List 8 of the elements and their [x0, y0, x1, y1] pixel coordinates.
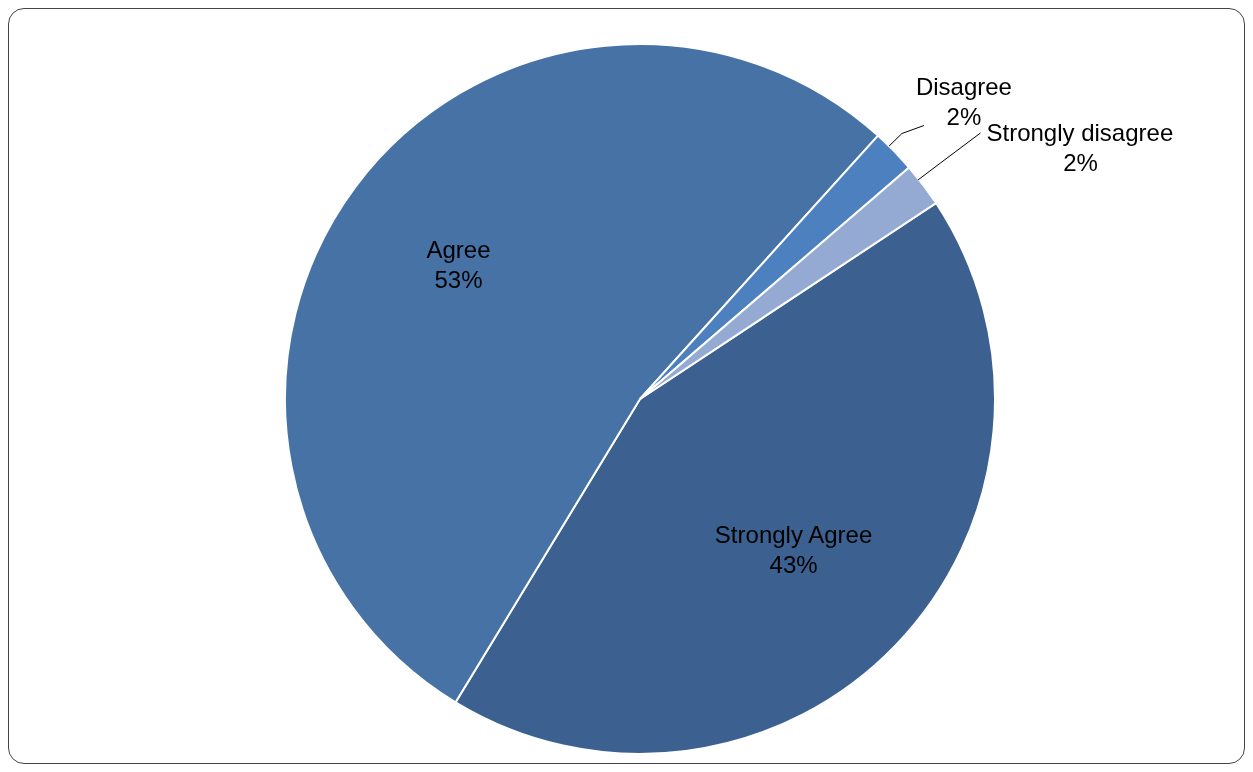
slice-label: Strongly Agree	[714, 520, 873, 548]
slice-label: Disagree	[915, 73, 1012, 101]
data-label: 2%	[1063, 148, 1098, 176]
slice-label: Strongly disagree	[986, 118, 1174, 146]
data-label: 53%	[434, 266, 483, 294]
data-label: 43%	[769, 550, 818, 578]
data-label: 2%	[946, 103, 982, 131]
slice-label: Agree	[426, 236, 491, 264]
